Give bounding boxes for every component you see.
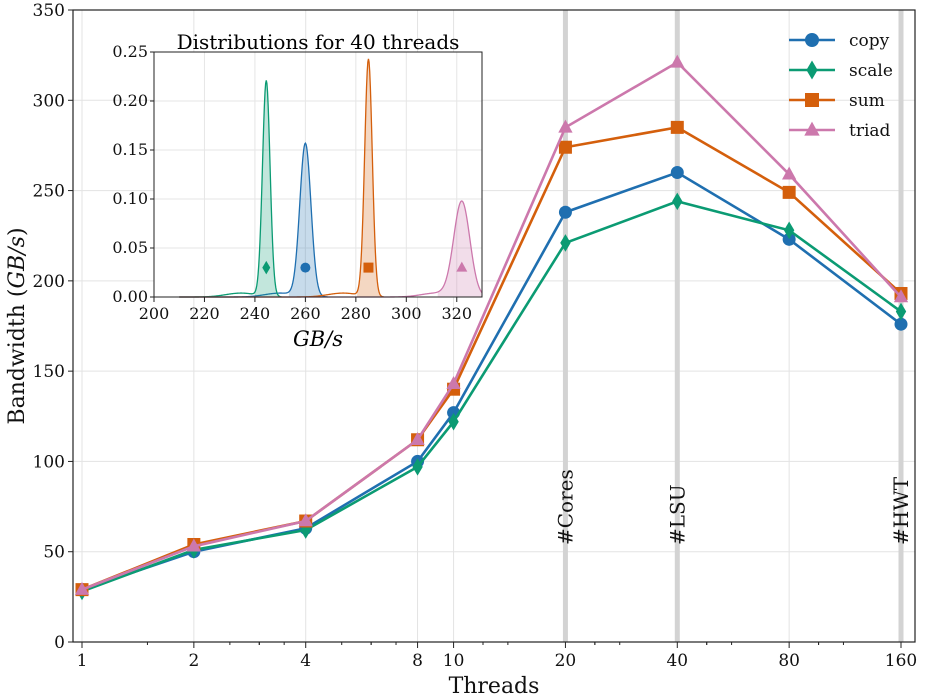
- inset-frame: [153, 51, 483, 298]
- legend-label-triad: triad: [849, 121, 891, 141]
- inset-area-copy: [288, 143, 328, 297]
- y-tick-label: 150: [33, 362, 65, 382]
- main-plot-frame: [72, 9, 916, 643]
- inset-x-tick-label: 260: [290, 304, 321, 323]
- legend-marker-triad: [804, 121, 820, 136]
- inset-x-tick-label: 320: [441, 304, 472, 323]
- y-tick-label: 50: [43, 543, 65, 563]
- inset-area-scale: [254, 80, 282, 297]
- x-tick-label: 40: [666, 651, 688, 671]
- data-point-scale: [895, 302, 907, 321]
- inset-x-axis-title: GB/s: [293, 327, 343, 351]
- inset-marker-copy: [300, 262, 311, 273]
- inset-y-tick-label: 0.20: [112, 91, 148, 110]
- legend-marker-copy: [805, 33, 819, 47]
- data-point-triad: [186, 538, 202, 552]
- inset-distribution-chart: 0.00 0.05 0.10 0.15 0.20 0.25 200 220 240 260 280 3…: [112, 30, 483, 351]
- data-point-copy: [670, 166, 684, 180]
- y-tick-label: 0: [54, 633, 65, 653]
- inset-axis-ticks: 0.00 0.05 0.10 0.15 0.20 0.25 200 220 240 260 280 3…: [112, 42, 472, 323]
- y-axis-title-prefix: Bandwidth (: [5, 288, 30, 424]
- inset-marker-sum: [363, 262, 374, 273]
- data-point-copy: [782, 232, 796, 246]
- x-tick-label: 4: [300, 651, 311, 671]
- data-point-triad: [446, 375, 461, 389]
- inset-background: [154, 52, 482, 297]
- legend-marker-sum: [805, 93, 819, 107]
- inset-x-tick-label: 200: [139, 304, 170, 323]
- data-point-triad: [670, 54, 685, 68]
- data-point-triad: [558, 119, 573, 133]
- data-point-triad: [410, 431, 425, 445]
- x-tick-label: 20: [555, 651, 577, 671]
- data-point-scale: [448, 412, 459, 431]
- inset-y-tick-label: 0.15: [112, 140, 148, 159]
- y-tick-label: 350: [33, 1, 65, 21]
- x-tick-label: 1: [77, 651, 88, 671]
- inset-area-sum: [357, 58, 384, 297]
- inset-x-tick-label: 280: [341, 304, 372, 323]
- y-axis-title-units: GB/s: [5, 236, 30, 288]
- inset-title: Distributions for 40 threads: [177, 30, 460, 54]
- reference-line-label: #HWT: [889, 476, 913, 545]
- y-axis-title-suffix: ): [5, 227, 30, 236]
- x-tick-label: 160: [885, 651, 917, 671]
- data-point-scale: [783, 221, 795, 240]
- data-point-sum: [670, 120, 684, 134]
- inset-marker-triad: [456, 261, 468, 272]
- legend-marker-scale: [806, 60, 818, 80]
- legend-label-copy: copy: [849, 31, 890, 51]
- x-tick-label: 10: [443, 651, 465, 671]
- data-point-scale: [412, 458, 423, 476]
- data-point-scale: [560, 234, 571, 252]
- vertical-reference-lines: #Cores #LSU #HWT: [553, 10, 913, 642]
- x-tick-label: 2: [188, 651, 199, 671]
- x-axis-title: Threads: [449, 674, 540, 698]
- y-tick-label: 250: [33, 182, 65, 202]
- inset-grid: [153, 51, 482, 298]
- y-axis-title: Bandwidth (GB/s): [5, 227, 30, 424]
- reference-line-label: #LSU: [665, 484, 689, 545]
- inset-x-tick-label: 300: [391, 304, 422, 323]
- y-tick-label: 300: [33, 91, 65, 111]
- data-point-copy: [558, 205, 572, 219]
- inset-y-tick-label: 0.10: [112, 189, 148, 208]
- y-tick-label: 200: [33, 272, 65, 292]
- legend-label-scale: scale: [849, 61, 893, 81]
- data-point-copy: [894, 317, 908, 331]
- data-point-triad: [298, 513, 313, 527]
- inset-area-triad: [437, 200, 482, 297]
- inset-x-tick-label: 240: [240, 304, 271, 323]
- data-point-triad: [74, 581, 90, 595]
- data-point-scale: [672, 192, 683, 211]
- legend: copy scale sum triad: [789, 31, 893, 141]
- legend-label-sum: sum: [849, 91, 885, 111]
- data-point-sum: [782, 185, 796, 199]
- main-series: [74, 54, 909, 601]
- series-triad: [74, 54, 909, 595]
- x-tick-label: 8: [412, 651, 423, 671]
- x-tick-label: 80: [778, 651, 800, 671]
- y-tick-label: 100: [33, 452, 65, 472]
- data-point-triad: [781, 166, 797, 180]
- inset-y-tick-label: 0.25: [112, 42, 148, 61]
- inset-y-tick-label: 0.05: [112, 238, 148, 257]
- inset-marker-scale: [262, 260, 271, 275]
- data-point-sum: [558, 140, 572, 154]
- inset-y-tick-label: 0.00: [112, 287, 148, 306]
- main-axis-ticks: 0 50 100 150 200 250 300 350 1 2 4 8 10 20 40 80 160: [33, 1, 918, 671]
- reference-line-label: #Cores: [553, 469, 577, 545]
- inset-x-tick-label: 220: [189, 304, 220, 323]
- data-point-triad: [893, 289, 909, 303]
